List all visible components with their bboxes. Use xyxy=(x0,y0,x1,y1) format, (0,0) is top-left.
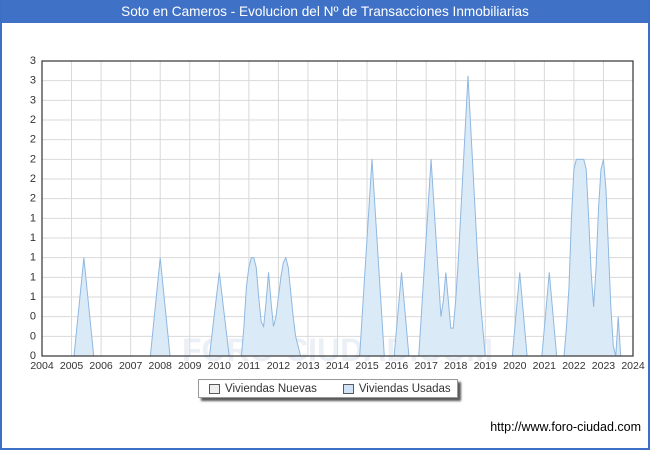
svg-text:0: 0 xyxy=(30,311,36,323)
svg-text:2022: 2022 xyxy=(562,360,586,372)
svg-text:2007: 2007 xyxy=(119,360,143,372)
svg-text:0: 0 xyxy=(30,330,36,342)
svg-text:3: 3 xyxy=(30,94,36,106)
svg-text:2013: 2013 xyxy=(296,360,320,372)
svg-text:2008: 2008 xyxy=(149,360,173,372)
svg-text:1: 1 xyxy=(30,252,36,264)
svg-text:2014: 2014 xyxy=(326,360,350,372)
svg-text:1: 1 xyxy=(30,271,36,283)
svg-text:2: 2 xyxy=(30,193,36,205)
svg-text:1: 1 xyxy=(30,212,36,224)
svg-text:2009: 2009 xyxy=(178,360,202,372)
svg-text:2024: 2024 xyxy=(621,360,645,372)
svg-text:3: 3 xyxy=(30,75,36,87)
svg-text:2: 2 xyxy=(30,173,36,185)
svg-text:2004: 2004 xyxy=(30,360,54,372)
svg-text:1: 1 xyxy=(30,291,36,303)
svg-text:2005: 2005 xyxy=(60,360,84,372)
svg-text:2015: 2015 xyxy=(355,360,379,372)
svg-text:2023: 2023 xyxy=(592,360,616,372)
svg-text:2018: 2018 xyxy=(444,360,468,372)
svg-text:2017: 2017 xyxy=(414,360,438,372)
svg-text:2: 2 xyxy=(30,114,36,126)
svg-text:2021: 2021 xyxy=(533,360,557,372)
svg-text:2012: 2012 xyxy=(267,360,291,372)
svg-text:2016: 2016 xyxy=(385,360,409,372)
svg-text:2011: 2011 xyxy=(238,360,261,372)
svg-text:2010: 2010 xyxy=(208,360,232,372)
svg-text:2: 2 xyxy=(30,153,36,165)
svg-text:3: 3 xyxy=(30,55,36,67)
svg-text:2019: 2019 xyxy=(474,360,498,372)
svg-text:2: 2 xyxy=(30,134,36,146)
svg-text:2006: 2006 xyxy=(89,360,113,372)
svg-text:1: 1 xyxy=(30,232,36,244)
svg-text:2020: 2020 xyxy=(503,360,527,372)
